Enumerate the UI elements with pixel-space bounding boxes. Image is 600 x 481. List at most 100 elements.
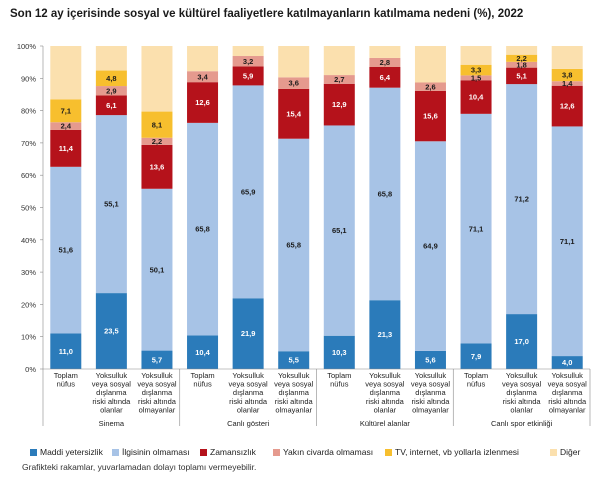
bar-segment <box>414 46 446 83</box>
value-labels: 11,0 51,6 11,4 2,4 7,1 23,5 55,1 6,1 2,9 4,8 5,7 50… <box>58 54 574 367</box>
x-tick-label: Yoksulluk veya sosyal dışlanma riski altınd… <box>548 371 588 414</box>
bar-segment <box>278 88 310 139</box>
group-label: Canlı spor etkinliği <box>491 419 553 428</box>
bar-segment <box>278 46 310 78</box>
data-label: 10,4 <box>469 93 484 102</box>
bar-segment <box>506 67 538 85</box>
bar-segment <box>369 66 401 88</box>
bar-segment <box>551 68 583 82</box>
y-tick-label: 70% <box>21 139 36 148</box>
legend-swatch <box>550 449 557 456</box>
footnote: Grafikteki rakamlar, yuvarlamadan dolayı… <box>22 462 257 472</box>
legend-item: TV, internet, vb yollarla izlenmesi <box>385 447 519 457</box>
data-label: 21,9 <box>241 329 256 338</box>
bar-segment <box>141 350 173 369</box>
x-tick-label: Toplam nüfus <box>190 371 214 389</box>
x-tick-label: Toplam nüfus <box>464 371 488 389</box>
data-label: 7,1 <box>61 106 71 115</box>
bar-segment <box>551 81 583 86</box>
data-label: 6,4 <box>380 73 391 82</box>
bar-segment <box>323 46 355 76</box>
legend-swatch <box>30 449 37 456</box>
bar-segment <box>369 57 401 67</box>
group-label: Canlı gösteri <box>227 419 269 428</box>
bar-segment <box>187 82 219 123</box>
legend-label: İlgisinin olmaması <box>122 447 190 457</box>
y-tick-label: 40% <box>21 236 36 245</box>
data-label: 65,8 <box>195 225 210 234</box>
bar-segment <box>232 56 264 67</box>
data-label: 50,1 <box>150 265 165 274</box>
bar-segment <box>551 46 583 69</box>
bar-segment <box>414 82 446 91</box>
bar-segment <box>95 95 127 116</box>
data-label: 11,4 <box>59 144 74 153</box>
data-label: 71,1 <box>469 224 484 233</box>
bar-segment <box>187 46 219 72</box>
bar-segment <box>50 99 82 123</box>
bar-segment <box>187 71 219 83</box>
bar-segment <box>141 144 173 189</box>
data-label: 5,9 <box>243 71 253 80</box>
data-label: 12,6 <box>560 102 575 111</box>
legend-item: Yakın civarda olmaması <box>273 447 373 457</box>
bar-segment <box>551 356 583 369</box>
bar-segment <box>95 86 127 96</box>
data-label: 13,6 <box>150 162 165 171</box>
y-tick-label: 30% <box>21 268 36 277</box>
bar-segment <box>50 333 82 369</box>
data-label: 8,1 <box>152 120 162 129</box>
bar-segment <box>187 335 219 369</box>
data-label: 64,9 <box>423 242 438 251</box>
data-label: 65,8 <box>378 190 393 199</box>
legend: Maddi yetersizlik İlgisinin olmaması Zaman… <box>30 447 590 461</box>
data-label: 3,8 <box>562 71 572 80</box>
legend-item: İlgisinin olmaması <box>112 447 190 457</box>
chart-title: Son 12 ay içerisinde sosyal ve kültürel … <box>10 8 524 20</box>
bar-segment <box>141 188 173 351</box>
x-tick-label: Yoksulluk veya sosyal dışlanma riski altınd… <box>502 371 542 414</box>
bar-segment <box>232 66 264 86</box>
data-label: 6,1 <box>106 101 116 110</box>
bar-segment <box>414 90 446 142</box>
data-label: 2,8 <box>380 58 390 67</box>
y-tick-label: 10% <box>21 333 36 342</box>
bar-segment <box>506 84 538 315</box>
data-label: 3,4 <box>197 72 208 81</box>
bar-segment <box>95 115 127 294</box>
bar-segment <box>95 46 127 71</box>
bar-segment <box>50 129 82 167</box>
data-label: 10,3 <box>332 348 347 357</box>
data-label: 21,3 <box>378 330 393 339</box>
legend-swatch <box>112 449 119 456</box>
legend-label: Zamansızlık <box>210 447 256 457</box>
data-label: 3,3 <box>471 66 481 75</box>
data-label: 15,6 <box>423 112 438 121</box>
data-label: 1,4 <box>562 79 573 88</box>
group-label: Sinema <box>99 419 125 428</box>
data-label: 2,4 <box>61 122 72 131</box>
data-label: 65,9 <box>241 187 256 196</box>
bar-segment <box>460 46 492 65</box>
bar-segment <box>323 83 355 126</box>
data-label: 71,1 <box>560 237 575 246</box>
x-tick-label: Yoksulluk veya sosyal dışlanma riski altınd… <box>411 371 451 414</box>
legend-swatch <box>385 449 392 456</box>
bar-segment <box>460 80 492 114</box>
bar-segment <box>141 137 173 145</box>
data-label: 23,5 <box>104 327 119 336</box>
legend-label: Maddi yetersizlik <box>40 447 103 457</box>
y-tick-label: 60% <box>21 171 36 180</box>
data-label: 5,7 <box>152 355 162 364</box>
bar-segment <box>141 46 173 112</box>
y-axis: 0% 10% 20% 30% 40% 50% 60% 70% 80% 90% 100% <box>17 42 44 374</box>
bar-segment <box>460 113 492 344</box>
bar-segment <box>414 141 446 351</box>
bar-segment <box>506 61 538 68</box>
data-label: 5,1 <box>516 71 526 80</box>
x-tick-label: Toplam nüfus <box>327 371 351 389</box>
legend-swatch <box>273 449 280 456</box>
group-label: Kültürel alanlar <box>360 419 411 428</box>
data-label: 2,9 <box>106 86 116 95</box>
data-label: 3,6 <box>288 79 298 88</box>
